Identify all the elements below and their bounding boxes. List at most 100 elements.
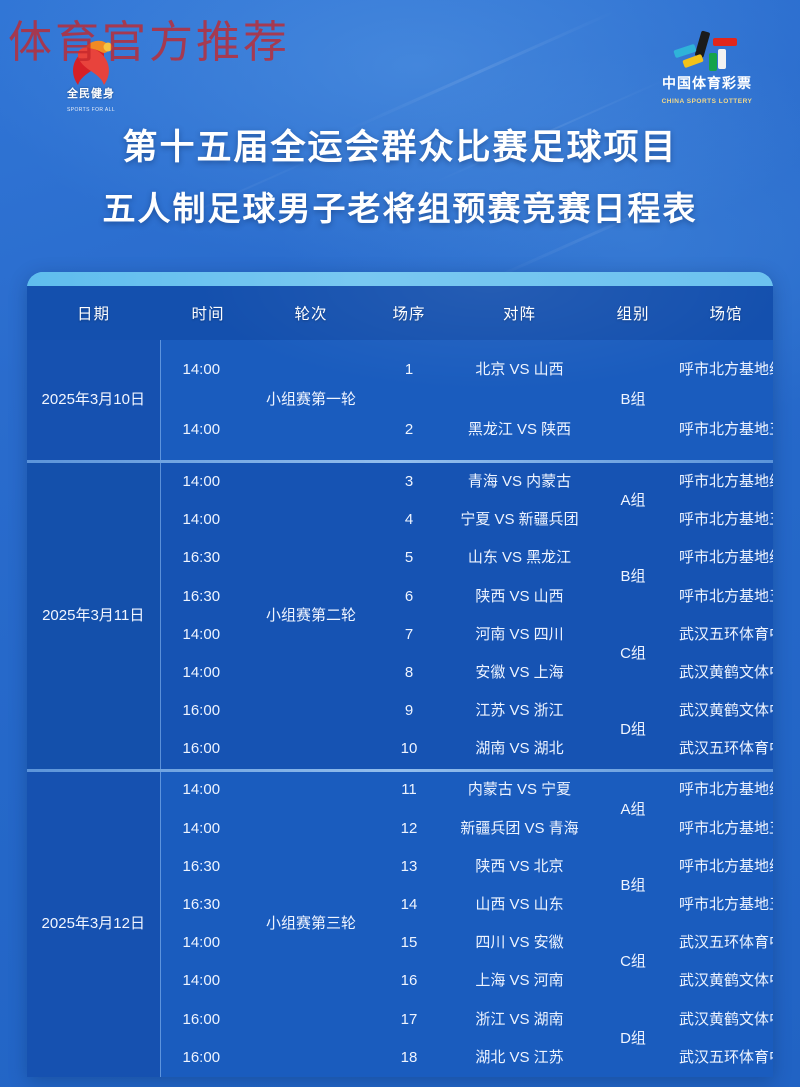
cell-match-number: 2 [366, 400, 452, 460]
table-row: 16:00 9江苏 VS 浙江D组武汉黄鹤文体中心 [27, 692, 773, 769]
cell-match: 青海 VS 内蒙古 [452, 463, 587, 502]
schedule-table: 日期 时间 轮次 场序 对阵 组别 场馆 2025年3月10日 14:00 小组赛第… [27, 286, 773, 1077]
cell-match: 河南 VS 四川 [452, 615, 587, 654]
cell-time: 14:00 [160, 771, 256, 810]
col-header-match: 对阵 [452, 286, 587, 340]
cell-venue: 呼市北方基地综合馆 [679, 771, 773, 810]
table-row: 2025年3月12日 14:00 小组赛第三轮 11 内蒙古 VS 宁夏 A组 呼市北方基地… [27, 771, 773, 1077]
cell-match-number: 12 [366, 809, 452, 848]
national-fitness-logo-mark [73, 40, 113, 85]
table-row: 14:00 8安徽 VS 上海 武汉黄鹤文体中心 [27, 653, 773, 693]
group-separator [27, 460, 773, 463]
cell-match-number: 13 [366, 847, 452, 887]
col-header-number: 场序 [366, 286, 452, 340]
cell-time: 14:00 [160, 615, 256, 654]
cell-venue: 呼市北方基地综合馆 [679, 463, 773, 502]
cell-match-number: 11 [366, 771, 452, 810]
cell-group: D组 [587, 692, 679, 769]
cell-date: 2025年3月12日 [27, 771, 161, 1077]
cell-venue: 武汉黄鹤文体中心 [679, 692, 773, 731]
cell-time: 14:00 [160, 400, 256, 460]
cell-venue: 呼市北方基地综合馆 [679, 539, 773, 578]
cell-match-number: 6 [366, 577, 452, 616]
cell-match: 山东 VS 黑龙江 [452, 539, 587, 578]
cell-time: 16:00 [160, 1038, 256, 1077]
cell-match: 北京 VS 山西 [452, 340, 587, 400]
cell-venue: 武汉五环体育中心 [679, 730, 773, 769]
cell-venue: 武汉黄鹤文体中心 [679, 1000, 773, 1039]
cell-match: 山西 VS 山东 [452, 886, 587, 925]
cell-time: 14:00 [160, 463, 256, 502]
cell-time: 14:00 [160, 653, 256, 693]
cell-venue: 呼市北方基地五人馆 [679, 886, 773, 925]
cell-match-number: 7 [366, 615, 452, 654]
card-top-strip [27, 272, 773, 286]
cell-round: 小组赛第一轮 [256, 340, 366, 460]
cell-match-number: 17 [366, 1000, 452, 1039]
table-row: 14:00 4宁夏 VS 新疆兵团 呼市北方基地五人馆 [27, 501, 773, 540]
cell-group: A组 [587, 771, 679, 848]
col-header-date: 日期 [27, 286, 160, 340]
cell-match-number: 16 [366, 962, 452, 1001]
cell-venue: 武汉黄鹤文体中心 [679, 962, 773, 1001]
china-sports-lottery-logo-mark [673, 30, 737, 71]
cell-venue: 呼市北方基地综合馆 [679, 340, 773, 400]
cell-time: 14:00 [160, 501, 256, 540]
cell-match: 陕西 VS 北京 [452, 847, 587, 887]
cell-match-number: 9 [366, 692, 452, 731]
cell-round: 小组赛第二轮 [256, 463, 366, 769]
cell-group: B组 [587, 340, 679, 460]
cell-group: C组 [587, 615, 679, 693]
cell-venue: 呼市北方基地五人馆 [679, 577, 773, 616]
cell-round: 小组赛第三轮 [256, 771, 366, 1077]
cell-match-number: 10 [366, 730, 452, 769]
table-row: 16:30 6陕西 VS 山西 呼市北方基地五人馆 [27, 577, 773, 616]
cell-match: 内蒙古 VS 宁夏 [452, 771, 587, 810]
cell-venue: 呼市北方基地五人馆 [679, 501, 773, 540]
cell-match-number: 14 [366, 886, 452, 925]
col-header-venue: 场馆 [679, 286, 773, 340]
page-subtitle: 五人制足球男子老将组预赛竞赛日程表 [102, 190, 698, 227]
cell-group: B组 [587, 847, 679, 925]
cell-group: D组 [587, 1000, 679, 1077]
logo-left-cn-label: 全民健身 [67, 88, 115, 100]
logo-right-cn-label: 中国体育彩票 [662, 75, 752, 91]
light-streak [342, 9, 618, 134]
cell-time: 14:00 [160, 924, 256, 963]
cell-time: 14:00 [160, 962, 256, 1001]
cell-venue: 武汉五环体育中心 [679, 1038, 773, 1077]
table-row: 14:00 7河南 VS 四川C组武汉五环体育中心 [27, 615, 773, 693]
cell-match: 陕西 VS 山西 [452, 577, 587, 616]
cell-match-number: 8 [366, 653, 452, 693]
cell-match: 浙江 VS 湖南 [452, 1000, 587, 1039]
cell-group: A组 [587, 463, 679, 540]
group-separator [27, 768, 773, 772]
cell-time: 16:30 [160, 886, 256, 925]
cell-venue: 呼市北方基地五人馆 [679, 400, 773, 460]
cell-venue: 呼市北方基地综合馆 [679, 847, 773, 887]
cell-time: 16:30 [160, 847, 256, 887]
col-header-round: 轮次 [256, 286, 366, 340]
cell-time: 16:00 [160, 730, 256, 769]
cell-match: 安徽 VS 上海 [452, 653, 587, 693]
table-header-row: 日期 时间 轮次 场序 对阵 组别 场馆 [27, 286, 773, 340]
cell-time: 16:00 [160, 692, 256, 731]
cell-date: 2025年3月10日 [27, 340, 161, 460]
cell-venue: 呼市北方基地五人馆 [679, 809, 773, 848]
cell-venue: 武汉五环体育中心 [679, 924, 773, 963]
national-fitness-logo: 全民健身 SPORTS FOR ALL [48, 35, 134, 113]
cell-group: C组 [587, 924, 679, 1001]
cell-time: 16:30 [160, 539, 256, 578]
logo-left-en-label: SPORTS FOR ALL [66, 107, 116, 113]
cell-match-number: 5 [366, 539, 452, 578]
